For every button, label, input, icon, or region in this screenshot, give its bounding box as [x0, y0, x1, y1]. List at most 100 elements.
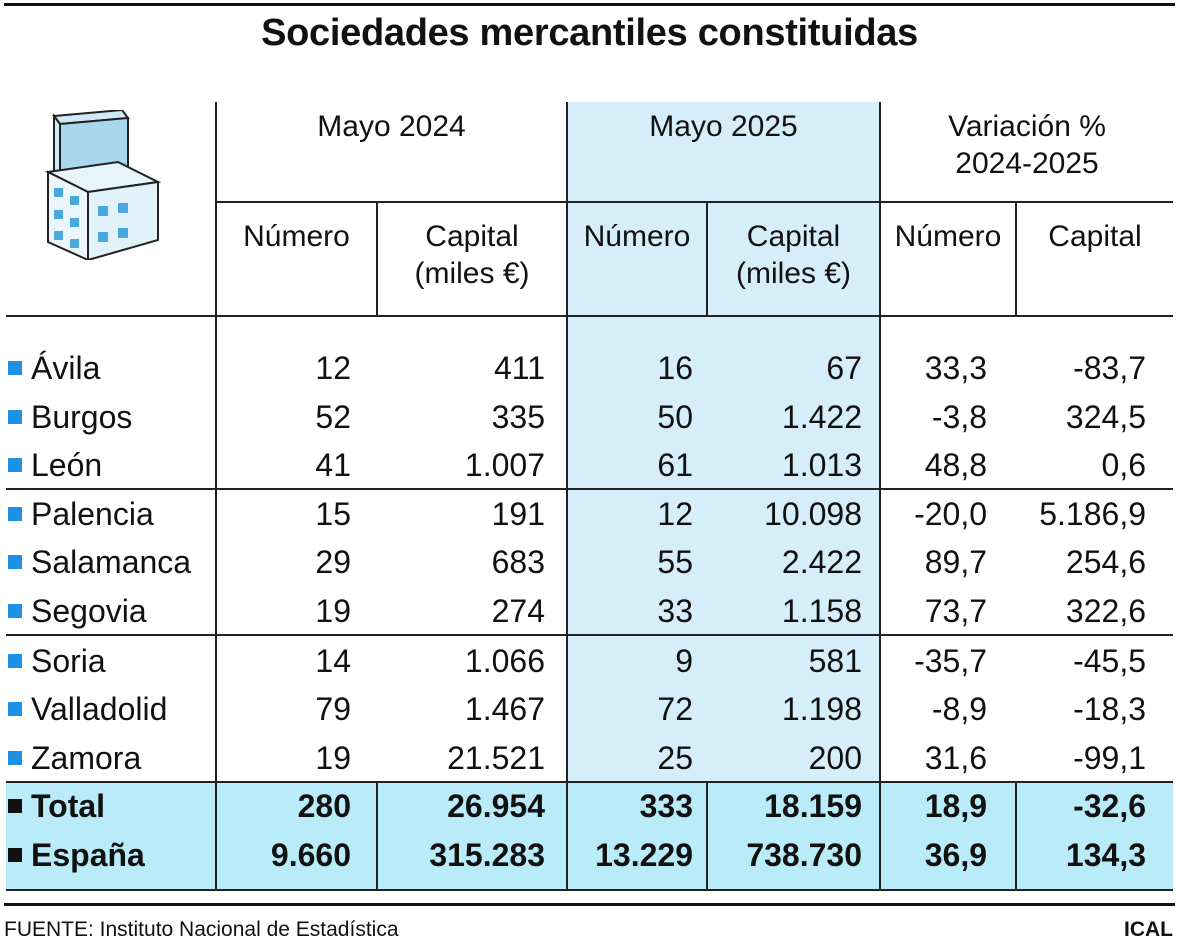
cell-numero-2024: 52 — [315, 399, 351, 435]
cell-capital-2025: 581 — [808, 643, 862, 679]
cell-numero-var: 89,7 — [924, 544, 987, 580]
highlight-column — [567, 102, 879, 783]
cell-numero-2025: 12 — [657, 496, 693, 532]
subheader-numero-2024: Número — [243, 220, 350, 253]
cell-capital-2025: 1.158 — [781, 593, 862, 629]
row-divider — [6, 488, 1173, 490]
cell-numero-2025: 9 — [675, 643, 693, 679]
cell-capital-2024: 21.521 — [447, 740, 545, 776]
cell-numero-2025: 25 — [657, 740, 693, 776]
bullet-icon — [8, 702, 22, 716]
brand-label: ICAL — [1124, 918, 1173, 941]
subheader-capital-2025: Capital (miles €) — [735, 220, 851, 290]
cell-numero-2025: 16 — [657, 350, 693, 386]
cell-numero-2025: 61 — [657, 447, 693, 483]
cell-numero-var: -35,7 — [914, 643, 987, 679]
col-divider — [1015, 202, 1017, 316]
row-name: León — [31, 447, 103, 483]
row-divider — [215, 201, 1173, 203]
cell-numero-2025: 50 — [657, 399, 693, 435]
row-label: Soria — [8, 641, 106, 681]
top-rule — [4, 3, 1175, 6]
cell-numero-var: 36,9 — [924, 837, 987, 873]
cell-numero-var: 48,8 — [924, 447, 987, 483]
col-divider — [376, 783, 378, 890]
cell-capital-2024: 191 — [491, 496, 545, 532]
bullet-icon — [8, 604, 22, 618]
col-divider — [879, 102, 881, 890]
cell-numero-var: -3,8 — [931, 399, 987, 435]
cell-capital-2024: 274 — [491, 593, 545, 629]
cell-capital-var: 324,5 — [1065, 399, 1146, 435]
row-name: Segovia — [31, 593, 147, 629]
bullet-icon — [8, 555, 22, 569]
row-label: España — [8, 835, 145, 875]
row-label: Ávila — [8, 348, 100, 388]
row-name: Soria — [31, 643, 106, 679]
row-name: España — [31, 837, 145, 873]
row-label: Valladolid — [8, 689, 167, 729]
row-label: León — [8, 445, 102, 485]
subheader-numero-2025: Número — [583, 220, 691, 253]
bullet-icon — [8, 361, 22, 375]
cell-capital-var: -99,1 — [1073, 740, 1146, 776]
cell-numero-var: 18,9 — [924, 788, 987, 824]
cell-numero-2024: 9.660 — [270, 837, 351, 873]
cell-capital-2025: 10.098 — [764, 496, 862, 532]
cell-numero-2025: 333 — [639, 788, 693, 824]
col-divider — [706, 202, 708, 316]
row-divider — [6, 634, 1173, 636]
cell-numero-var: -20,0 — [914, 496, 987, 532]
cell-capital-var: -18,3 — [1073, 691, 1146, 727]
cell-capital-var: -83,7 — [1073, 350, 1146, 386]
cell-capital-var: 0,6 — [1101, 447, 1146, 483]
row-label: Burgos — [8, 397, 132, 437]
cell-capital-2024: 683 — [491, 544, 545, 580]
cell-numero-2024: 280 — [297, 788, 351, 824]
row-label: Zamora — [8, 738, 141, 778]
cell-capital-2025: 1.198 — [781, 691, 862, 727]
total-band — [6, 783, 1173, 890]
cell-numero-2024: 19 — [315, 740, 351, 776]
row-divider — [6, 781, 1173, 783]
row-name: Salamanca — [31, 544, 192, 580]
cell-capital-var: 134,3 — [1065, 837, 1146, 873]
row-label: Salamanca — [8, 542, 191, 582]
row-name: Zamora — [31, 740, 142, 776]
col-divider — [215, 102, 217, 890]
cell-capital-2024: 1.007 — [464, 447, 545, 483]
col-divider — [376, 202, 378, 316]
cell-capital-2025: 2.422 — [781, 544, 862, 580]
cell-numero-var: 33,3 — [924, 350, 987, 386]
source-note: FUENTE: Instituto Nacional de Estadístic… — [4, 918, 399, 941]
cell-capital-2025: 18.159 — [764, 788, 862, 824]
cell-capital-2024: 335 — [491, 399, 545, 435]
col-divider — [1015, 783, 1017, 890]
subheader-numero-var: Número — [894, 220, 1002, 253]
row-divider — [6, 315, 1173, 317]
bullet-icon — [8, 799, 22, 813]
row-name: Total — [31, 788, 106, 824]
row-label: Palencia — [8, 494, 154, 534]
cell-numero-2024: 12 — [315, 350, 351, 386]
row-label: Segovia — [8, 591, 147, 631]
footer-rule — [4, 903, 1175, 906]
cell-numero-2025: 33 — [657, 593, 693, 629]
col-divider — [706, 783, 708, 890]
cell-numero-2024: 41 — [315, 447, 351, 483]
cell-numero-2025: 72 — [657, 691, 693, 727]
cell-numero-2024: 79 — [315, 691, 351, 727]
cell-capital-2024: 1.467 — [464, 691, 545, 727]
cell-numero-var: 31,6 — [924, 740, 987, 776]
subheader-capital-var: Capital — [1048, 220, 1142, 253]
bullet-icon — [8, 410, 22, 424]
cell-numero-var: -8,9 — [931, 691, 987, 727]
row-divider — [6, 889, 1173, 891]
cell-capital-var: 254,6 — [1065, 544, 1146, 580]
cell-capital-var: -32,6 — [1073, 788, 1146, 824]
cell-numero-2024: 14 — [315, 643, 351, 679]
cell-capital-var: 5.186,9 — [1039, 496, 1146, 532]
row-name: Palencia — [31, 496, 154, 532]
bullet-icon — [8, 458, 22, 472]
